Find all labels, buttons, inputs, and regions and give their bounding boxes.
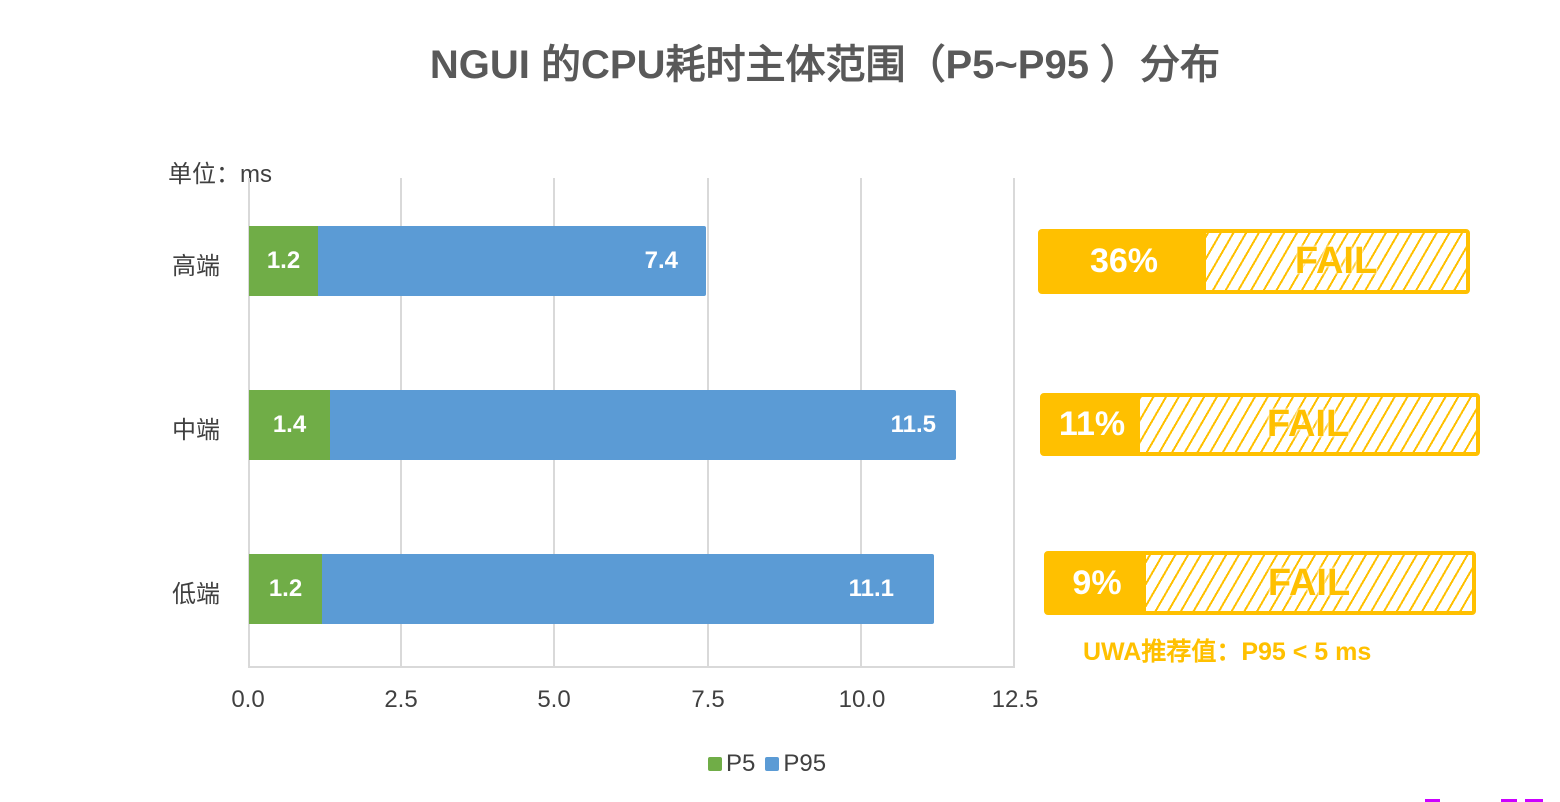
chart-title: NGUI 的CPU耗时主体范围（P5~P95 ）分布 [429, 43, 1221, 87]
legend-label: P95 [783, 750, 827, 777]
bar-p95: 7.4 [318, 226, 706, 296]
verdict-high-end: 36% FAIL [1038, 229, 1470, 294]
fail-status: FAIL [1146, 555, 1472, 611]
bar-p95: 11.1 [322, 554, 934, 624]
bar-label-p95: 11.5 [890, 411, 936, 438]
recommendation-note: UWA推荐值：P95 < 5 ms [1083, 638, 1372, 666]
x-tick: 7.5 [691, 686, 725, 713]
bar-label-p95: 7.4 [644, 247, 678, 274]
legend-label: P5 [726, 750, 756, 777]
x-tick: 10.0 [838, 686, 886, 713]
bar-high-end: 1.2 7.4 [249, 226, 706, 296]
unit-label: 单位：ms [168, 161, 272, 188]
legend-item-p5: P5 [708, 750, 755, 778]
bar-p5: 1.4 [249, 390, 330, 460]
bar-p95: 11.5 [330, 390, 956, 460]
x-tick: 12.5 [991, 686, 1039, 713]
bar-label-p5: 1.2 [266, 247, 301, 274]
pass-rate: 9% [1048, 555, 1146, 611]
plot-area: 1.2 7.4 1.4 11.5 1.2 11.1 [248, 178, 1015, 668]
fail-label: FAIL [1266, 403, 1350, 445]
verdict-mid-end: 11% FAIL [1040, 393, 1480, 456]
legend-swatch-green-icon [708, 757, 722, 771]
bar-label-p95: 11.1 [848, 575, 894, 602]
corner-mark [1425, 799, 1440, 802]
gridline-12-5 [1013, 178, 1015, 668]
category-label-high: 高端 [172, 253, 220, 280]
pass-rate: 11% [1044, 397, 1140, 452]
pass-rate: 36% [1042, 233, 1206, 290]
bar-p5: 1.2 [249, 554, 322, 624]
bar-p5: 1.2 [249, 226, 318, 296]
x-tick: 5.0 [537, 686, 571, 713]
fail-status: FAIL [1206, 233, 1466, 290]
fail-label: FAIL [1267, 561, 1351, 604]
bar-label-p5: 1.2 [268, 575, 303, 602]
x-axis-line [249, 666, 1015, 668]
fail-status: FAIL [1140, 397, 1476, 452]
category-label-mid: 中端 [172, 417, 220, 444]
legend: P5 P95 [708, 750, 836, 778]
x-tick: 2.5 [384, 686, 418, 713]
legend-item-p95: P95 [765, 750, 826, 778]
fail-label: FAIL [1294, 240, 1378, 282]
corner-mark [1501, 799, 1517, 802]
bar-mid-end: 1.4 11.5 [249, 390, 956, 460]
verdict-low-end: 9% FAIL [1044, 551, 1476, 615]
corner-mark [1525, 799, 1543, 802]
bar-low-end: 1.2 11.1 [249, 554, 934, 624]
x-tick: 0.0 [231, 686, 265, 713]
category-label-low: 低端 [172, 581, 220, 608]
legend-swatch-blue-icon [765, 757, 780, 771]
bar-label-p5: 1.4 [272, 411, 307, 438]
